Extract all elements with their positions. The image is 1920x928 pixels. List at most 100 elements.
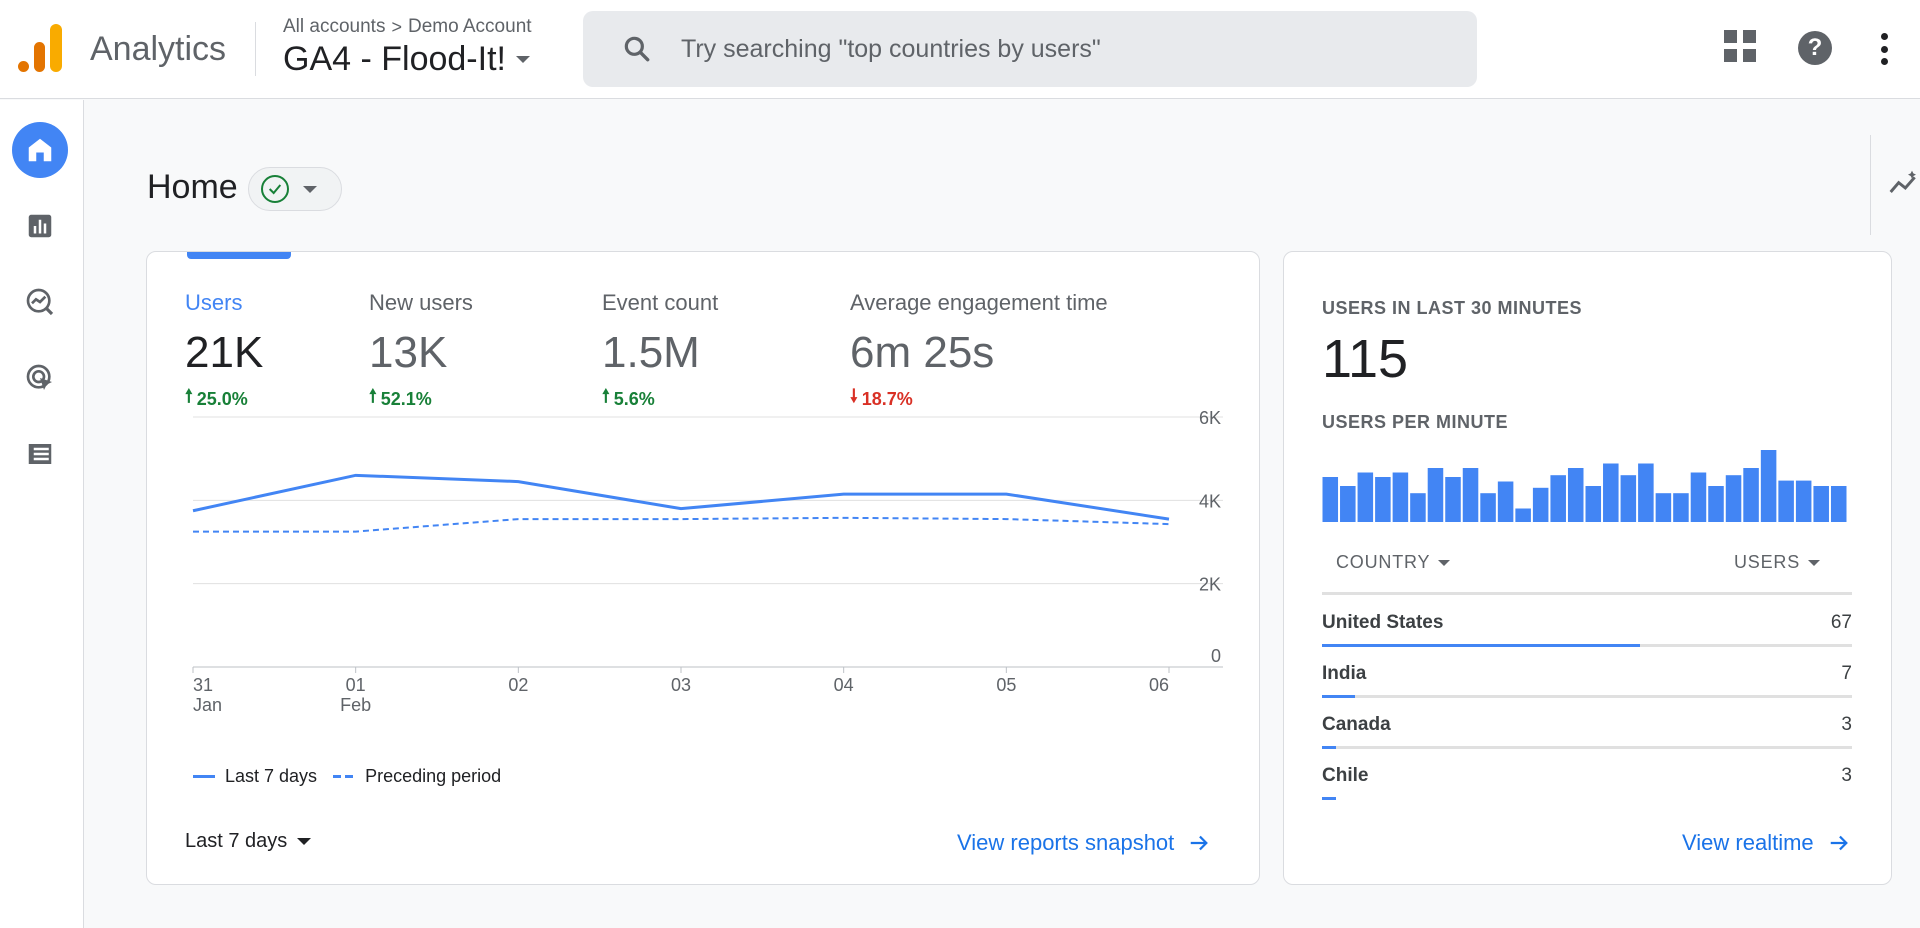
logo-bar-tall (50, 24, 62, 72)
minute-bar[interactable] (1532, 487, 1549, 522)
minute-bar[interactable] (1725, 475, 1742, 522)
minute-bar[interactable] (1760, 450, 1777, 522)
minute-bar[interactable] (1673, 493, 1689, 522)
x-tick-label: 02 (508, 675, 528, 695)
series-line-preceding-period[interactable] (193, 516, 1170, 533)
overview-card: Users 21K 🠕 25.0% New users 13K 🠕 52.1% Ev… (146, 251, 1260, 885)
minute-bar[interactable] (1690, 472, 1707, 523)
nav-advertising[interactable] (12, 350, 68, 406)
minute-bar[interactable] (1795, 480, 1812, 522)
nav-home[interactable] (12, 122, 68, 178)
minute-bar[interactable] (1410, 493, 1426, 522)
breadcrumb-account[interactable]: Demo Account (407, 16, 532, 37)
minute-bar[interactable] (1620, 475, 1637, 522)
view-realtime-link[interactable]: View realtime (1682, 830, 1850, 856)
sort-caret-icon (1438, 559, 1451, 566)
y-tick-label: 4K (1199, 491, 1221, 511)
x-tick-label: 04 (834, 675, 854, 695)
minute-bar[interactable] (1778, 480, 1794, 522)
nav-reports[interactable] (12, 198, 68, 254)
share-bar (1322, 797, 1337, 800)
chevron-down-icon (297, 838, 312, 845)
column-header-users[interactable]: USERS (1734, 552, 1821, 573)
x-tick-label: 05 (996, 675, 1016, 695)
list-icon (28, 444, 52, 464)
minute-bar[interactable] (1340, 486, 1356, 522)
realtime-users-value: 115 (1322, 329, 1409, 389)
minute-bar[interactable] (1708, 486, 1724, 522)
country-name: Chile (1322, 765, 1369, 786)
check-circle-icon (261, 175, 289, 203)
column-header-country[interactable]: COUNTRY (1336, 552, 1451, 573)
analytics-logo[interactable] (18, 24, 62, 72)
reports-icon (28, 214, 52, 238)
country-users: 3 (1841, 714, 1852, 735)
table-row[interactable]: Chile 3 (1322, 761, 1852, 811)
breadcrumb-separator: > (391, 16, 402, 37)
page-title: Home (147, 168, 238, 206)
share-track (1322, 695, 1852, 698)
date-range-label: Last 7 days (185, 830, 288, 852)
sort-caret-icon (1808, 559, 1821, 566)
minute-bar[interactable] (1638, 463, 1654, 523)
search-bar[interactable]: Try searching "top countries by users" (583, 11, 1477, 87)
minute-bar[interactable] (1462, 468, 1479, 522)
table-row[interactable]: India 7 (1322, 659, 1852, 709)
metric-tab-event-count[interactable]: Event count 1.5M 🠕 5.6% (602, 290, 718, 414)
metric-tab-avg-engagement[interactable]: Average engagement time 6m 25s 🠗 18.7% (850, 290, 1108, 414)
legend-swatch-solid (193, 775, 215, 778)
legend-last-7-days: Last 7 days (225, 766, 318, 786)
arrow-down-icon: 🠗 (850, 386, 858, 406)
apps-grid-icon[interactable] (1724, 30, 1756, 62)
nav-explore[interactable] (12, 274, 68, 330)
more-vert-icon[interactable] (1878, 33, 1890, 65)
series-line-last-7-days[interactable] (192, 473, 1170, 521)
table-header-line (1322, 592, 1852, 595)
minute-bar[interactable] (1550, 475, 1566, 522)
property-selector[interactable]: GA4 - Flood-It! (283, 40, 530, 79)
minute-bar[interactable] (1445, 477, 1461, 522)
minute-bar[interactable] (1655, 493, 1672, 522)
table-row[interactable]: Canada 3 (1322, 710, 1852, 760)
minute-bar[interactable] (1357, 472, 1374, 523)
minute-bar[interactable] (1567, 468, 1584, 522)
help-icon[interactable]: ? (1798, 31, 1832, 65)
minute-bar[interactable] (1813, 486, 1829, 522)
nav-configure[interactable] (12, 426, 68, 482)
minute-bar[interactable] (1743, 468, 1759, 522)
minute-bar[interactable] (1585, 486, 1602, 522)
legend-swatch-dashed (333, 775, 356, 778)
view-reports-snapshot-link[interactable]: View reports snapshot (957, 830, 1210, 856)
metric-value: 1.5M (602, 328, 700, 377)
minute-bar[interactable] (1480, 493, 1496, 522)
header-divider (255, 22, 256, 76)
insights-icon[interactable] (1888, 168, 1920, 200)
minute-bar[interactable] (1603, 463, 1619, 523)
minute-bar[interactable] (1322, 477, 1339, 522)
advertising-icon (26, 364, 52, 390)
share-bar (1322, 695, 1356, 698)
date-range-selector[interactable]: Last 7 days (185, 830, 312, 853)
x-tick-sublabel: Jan (193, 695, 222, 715)
minute-bar[interactable] (1427, 468, 1444, 522)
minute-bar[interactable] (1497, 481, 1514, 523)
metric-value: 21K (185, 328, 264, 377)
property-name: GA4 - Flood-It! (283, 40, 506, 78)
metric-label: Users (185, 290, 243, 315)
search-input[interactable]: Try searching "top countries by users" (681, 34, 1101, 63)
realtime-subtitle: USERS PER MINUTE (1322, 412, 1509, 432)
minute-bar[interactable] (1515, 508, 1531, 523)
metric-tab-new-users[interactable]: New users 13K 🠕 52.1% (369, 290, 473, 414)
country-name: Canada (1322, 714, 1391, 735)
breadcrumb-all-accounts[interactable]: All accounts (283, 16, 386, 37)
minute-bar[interactable] (1375, 477, 1391, 522)
status-chip[interactable] (248, 167, 342, 211)
top-app-bar: Analytics All accounts > Demo Account GA… (0, 0, 1920, 99)
x-tick-label: 31 (193, 675, 213, 695)
metric-tab-users[interactable]: Users 21K 🠕 25.0% (185, 290, 263, 414)
breadcrumb[interactable]: All accounts > Demo Account (283, 16, 532, 38)
table-row[interactable]: United States 67 (1322, 608, 1852, 658)
minute-bar[interactable] (1392, 472, 1409, 523)
minute-bar[interactable] (1830, 486, 1847, 522)
metric-delta: 🠕 25.0% (185, 384, 263, 414)
